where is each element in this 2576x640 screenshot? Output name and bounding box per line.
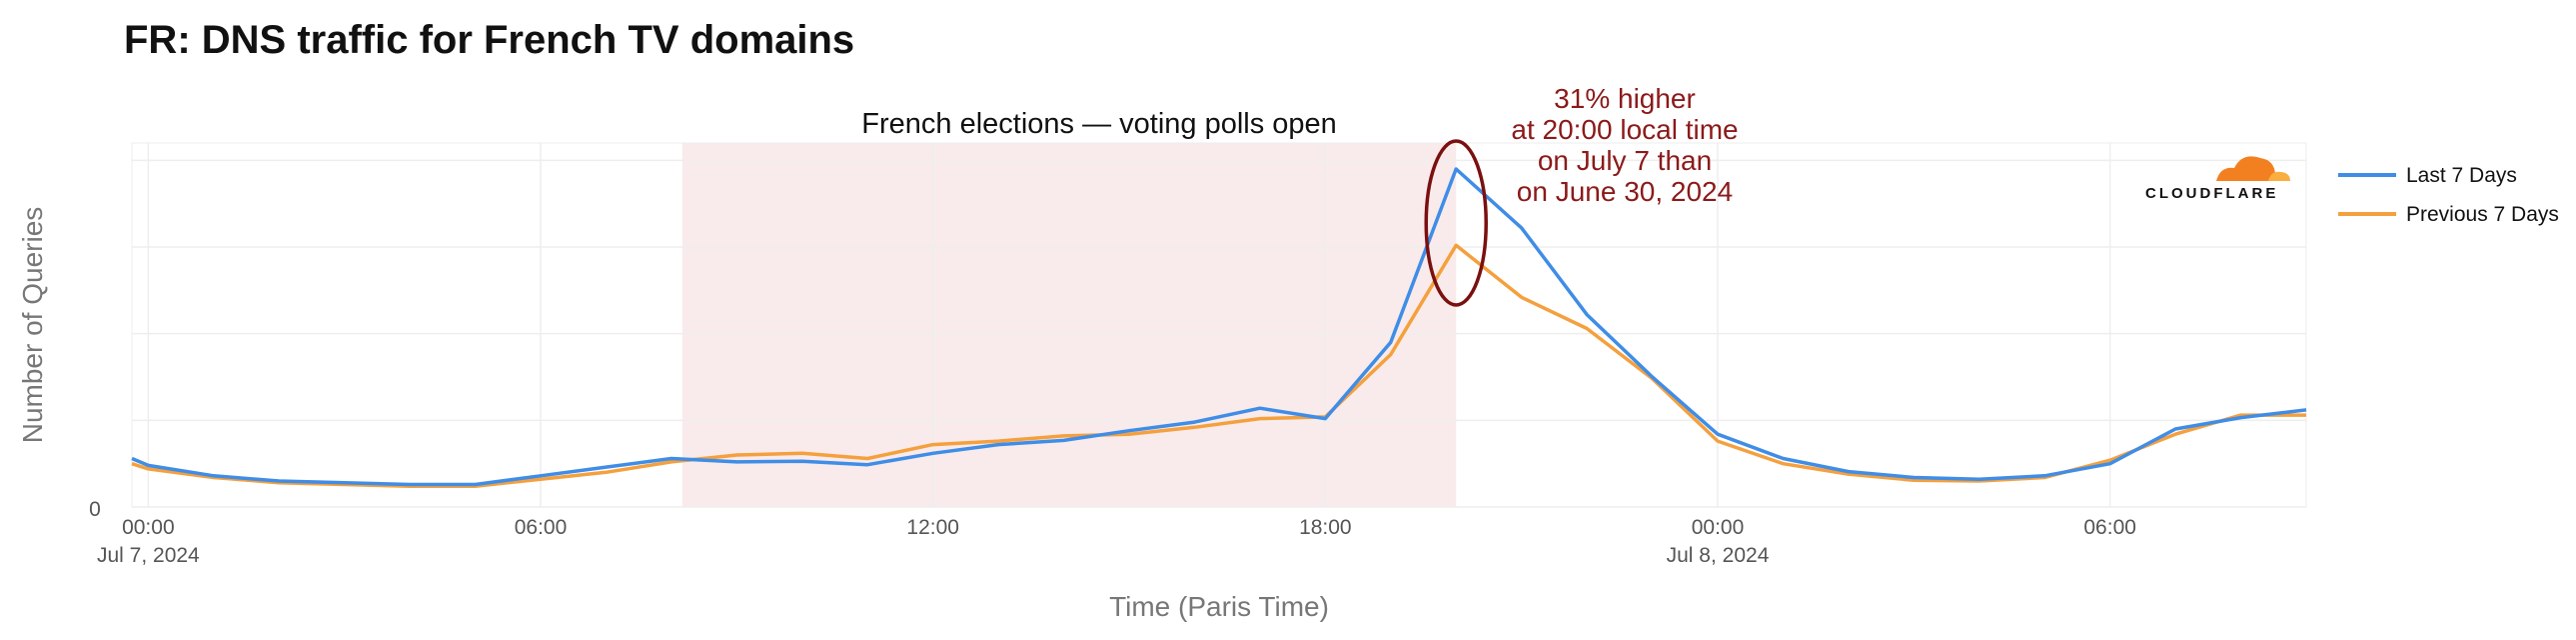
- annotation-line-2: on July 7 than: [1538, 145, 1712, 176]
- shaded-region-layer: French elections — voting polls open: [681, 108, 1457, 507]
- shaded-region-label: French elections — voting polls open: [861, 108, 1337, 140]
- axis-labels-layer: 00:00 Jul 7, 2024 06:00 12:00 18:00 00:00 Jul …: [17, 207, 2136, 622]
- cloudflare-wordmark: CLOUDFLARE: [2145, 185, 2278, 202]
- annotation-ellipse: [1424, 139, 1488, 307]
- legend: Last 7 Days Previous 7 Days: [2338, 164, 2559, 226]
- annotation-line-3: on June 30, 2024: [1517, 176, 1733, 207]
- x-tick-label: 00:00: [122, 516, 175, 539]
- y-axis-title: Number of Queries: [17, 207, 48, 444]
- series-layer: [131, 167, 2307, 488]
- x-tick-label: 12:00: [906, 516, 959, 539]
- annotation-line-0: 31% higher: [1554, 83, 1696, 114]
- x-tick-label: 18:00: [1299, 516, 1352, 539]
- annotation-line-1: at 20:00 local time: [1511, 114, 1738, 145]
- x-tick-label: 00:00: [1692, 516, 1745, 539]
- x-tick-sublabel: Jul 8, 2024: [1667, 544, 1770, 567]
- plot-frame: [131, 142, 2307, 508]
- cloudflare-logo: CLOUDFLARE: [2145, 156, 2290, 202]
- chart-title: FR: DNS traffic for French TV domains: [124, 18, 855, 62]
- cloud-icon: [2216, 156, 2284, 181]
- cloud-small-icon: [2268, 171, 2290, 181]
- legend-label-1: Previous 7 Days: [2406, 203, 2559, 226]
- y-tick-label: 0: [89, 498, 101, 521]
- legend-label-0: Last 7 Days: [2406, 164, 2517, 187]
- x-tick-label: 06:00: [2083, 516, 2136, 539]
- series-line-0: [131, 167, 2307, 487]
- x-axis-title: Time (Paris Time): [1109, 591, 1329, 622]
- x-tick-sublabel: Jul 7, 2024: [97, 544, 200, 567]
- x-tick-label: 06:00: [515, 516, 568, 539]
- shaded-region: [681, 143, 1457, 507]
